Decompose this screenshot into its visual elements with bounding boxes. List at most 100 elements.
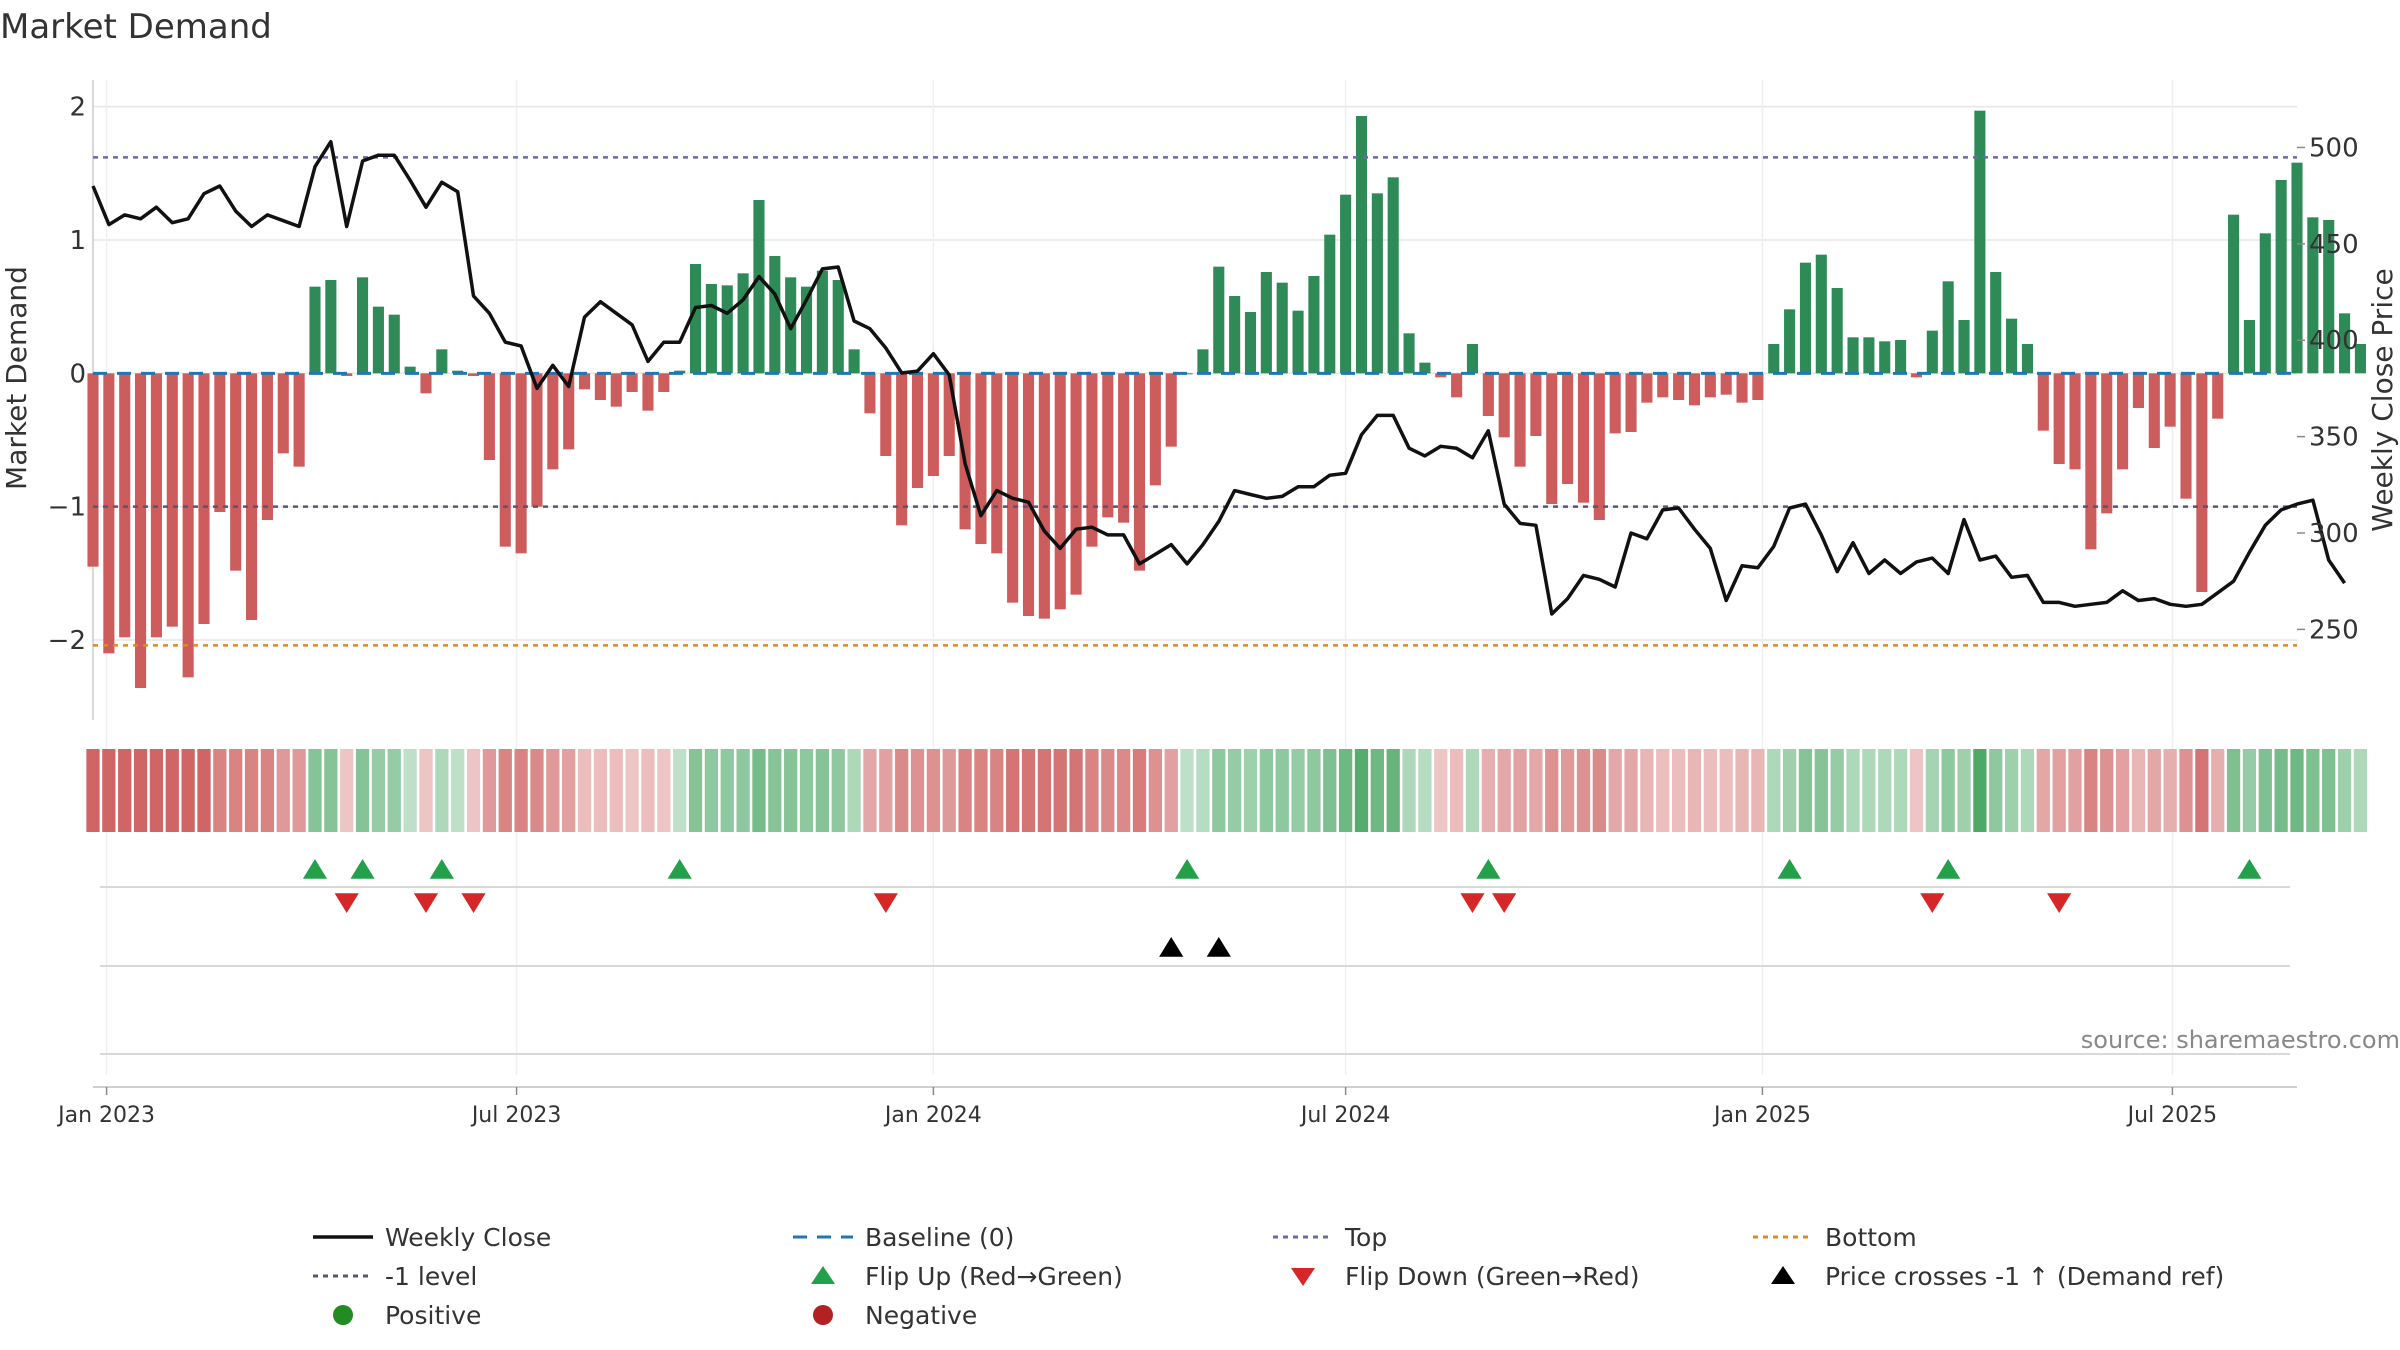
demand-bar bbox=[87, 373, 99, 567]
demand-bar bbox=[103, 373, 115, 654]
heat-strip-cell bbox=[498, 749, 512, 832]
y-tick-label: 1 bbox=[69, 226, 86, 256]
heat-strip-cell bbox=[1814, 749, 1828, 832]
demand-bar bbox=[1990, 272, 2002, 374]
demand-bar bbox=[261, 373, 273, 520]
demand-bar bbox=[1879, 341, 1891, 374]
demand-bar bbox=[1720, 373, 1732, 395]
heat-strip-cell bbox=[1782, 749, 1797, 832]
heat-strip-cell bbox=[213, 749, 227, 832]
flip-up-marker bbox=[1174, 859, 1200, 879]
demand-bar bbox=[2148, 373, 2160, 448]
heat-strip-cell bbox=[784, 749, 798, 832]
heat-strip-cell bbox=[1085, 749, 1099, 832]
demand-bar bbox=[1657, 373, 1669, 398]
demand-bar bbox=[1149, 373, 1161, 486]
y2-tick-label: 300 bbox=[2309, 519, 2359, 549]
x-axis-ticks: Jan 2023 Jul 2023 Jan 2024 Jul 2024 Jan 2025… bbox=[56, 1087, 2217, 1128]
heat-strip-cell bbox=[1243, 749, 1258, 832]
demand-bar bbox=[1197, 349, 1209, 374]
heat-strip-cell bbox=[1989, 749, 2003, 832]
heat-strip-cell bbox=[1418, 749, 1432, 832]
legend-label: Bottom bbox=[1825, 1223, 1917, 1252]
demand-bar bbox=[1514, 373, 1526, 467]
price-cross-marker bbox=[1159, 937, 1184, 957]
demand-bar bbox=[911, 373, 924, 488]
heat-strip-cell bbox=[1497, 749, 1511, 832]
heat-strip-cell bbox=[2068, 749, 2082, 832]
demand-bar bbox=[2339, 313, 2351, 374]
demand-bar bbox=[1324, 234, 1336, 374]
heat-strip-cell bbox=[1386, 749, 1400, 832]
heat-strip-cell bbox=[514, 749, 528, 832]
demand-bar bbox=[2132, 373, 2144, 408]
heat-strip-cell bbox=[657, 749, 671, 832]
heat-strip-cell bbox=[2036, 749, 2050, 832]
demand-bar bbox=[277, 373, 289, 454]
heat-strip-cell bbox=[1307, 749, 1321, 832]
heat-strip-cell bbox=[276, 749, 290, 832]
demand-bar bbox=[1704, 373, 1716, 398]
demand-bar bbox=[880, 373, 892, 456]
demand-bar bbox=[2259, 233, 2271, 374]
demand-bar bbox=[2053, 373, 2065, 464]
flip-down-marker bbox=[1920, 893, 1945, 913]
demand-bar bbox=[1530, 373, 1542, 436]
demand-bar bbox=[1895, 340, 1907, 374]
x-tick-label: Jul 2023 bbox=[470, 1103, 562, 1128]
demand-bar bbox=[848, 349, 860, 374]
heat-strip-cell bbox=[1687, 749, 1702, 832]
demand-bar bbox=[832, 280, 844, 374]
heat-strip-cell bbox=[1180, 749, 1194, 832]
demand-bar bbox=[1974, 110, 1986, 374]
heat-strip-cell bbox=[768, 749, 782, 832]
demand-bar bbox=[737, 273, 749, 374]
demand-bar bbox=[1768, 344, 1780, 374]
heat-strip-cell bbox=[1846, 749, 1860, 832]
demand-bar bbox=[388, 314, 400, 374]
demand-bar bbox=[753, 200, 765, 374]
heat-strip-cell bbox=[181, 749, 195, 832]
demand-bar bbox=[166, 373, 178, 627]
legend-swatch bbox=[1771, 1266, 1795, 1284]
heat-strip-cell bbox=[118, 749, 132, 832]
demand-bar bbox=[436, 349, 448, 374]
flip-up-marker bbox=[2237, 859, 2262, 879]
heat-strip-cell bbox=[2179, 749, 2193, 832]
heat-strip-cell bbox=[1339, 749, 1353, 832]
demand-bar bbox=[1784, 309, 1796, 374]
heat-strip-cell bbox=[1513, 749, 1527, 832]
heat-strip-cell bbox=[1370, 749, 1384, 832]
demand-bar bbox=[1340, 194, 1352, 374]
heat-strip-cell bbox=[577, 749, 592, 832]
demand-bar bbox=[927, 373, 939, 476]
heat-strip-cell bbox=[2337, 749, 2352, 832]
demand-bar bbox=[2212, 373, 2224, 419]
demand-bar bbox=[1831, 288, 1843, 374]
demand-bar bbox=[1593, 373, 1605, 520]
demand-bar bbox=[1958, 320, 1970, 374]
heat-strip-cell bbox=[2115, 749, 2130, 832]
demand-bar bbox=[483, 373, 495, 460]
x-tick-label: Jul 2025 bbox=[2126, 1103, 2218, 1128]
heat-strip-cell bbox=[1275, 749, 1289, 832]
demand-bar bbox=[2021, 344, 2033, 374]
legend-label: Baseline (0) bbox=[865, 1223, 1014, 1252]
heat-strip-cell bbox=[2290, 749, 2304, 832]
demand-bar bbox=[499, 373, 511, 547]
heat-strip-cell bbox=[1117, 749, 1131, 832]
y-axis-label: Market Demand bbox=[0, 266, 33, 490]
heat-strip-cell bbox=[1957, 749, 1971, 832]
heat-strip-cell bbox=[1481, 749, 1495, 832]
legend-label: Flip Down (Green→Red) bbox=[1345, 1262, 1640, 1291]
demand-bar bbox=[1673, 373, 1685, 400]
heat-strip-cell bbox=[244, 749, 259, 832]
y2-axis-label: Weekly Close Price bbox=[2366, 268, 2399, 531]
heat-strip-cell bbox=[2242, 749, 2257, 832]
demand-bar bbox=[991, 373, 1003, 554]
demand-bar bbox=[1419, 362, 1431, 374]
heat-strip-cell bbox=[371, 749, 386, 832]
heat-strip-cell bbox=[260, 749, 275, 832]
demand-bar bbox=[1562, 373, 1574, 484]
flip-down-marker bbox=[413, 893, 439, 913]
